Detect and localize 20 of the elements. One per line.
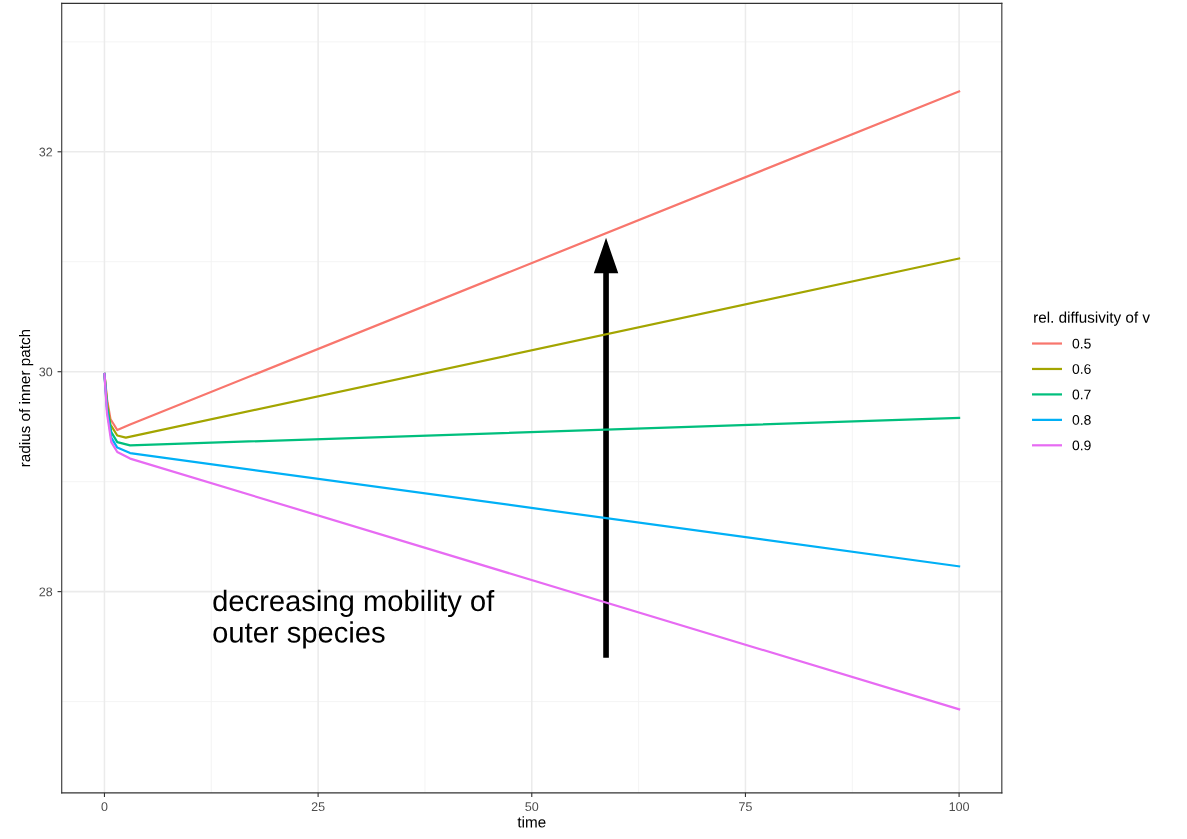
legend-label: 0.5: [1072, 338, 1091, 349]
y-axis-title: radius of inner patch: [19, 329, 34, 467]
legend-label: 0.8: [1072, 415, 1091, 425]
line-series: [103, 90, 961, 432]
y-tick-label: 28: [39, 587, 53, 597]
legend-label: 0.6: [1072, 364, 1091, 374]
y-tick-label: 30: [39, 367, 53, 377]
x-tick-label: 75: [739, 802, 752, 812]
legend-title: rel. diffusivity of v: [1034, 311, 1150, 326]
line-series: [103, 257, 961, 439]
legend-label: 0.7: [1072, 389, 1091, 400]
x-tick-label: 25: [311, 802, 325, 812]
x-tick-label: 0: [101, 802, 108, 812]
annotation: decreasing mobility of outer species: [213, 589, 495, 649]
line-series: [103, 372, 961, 711]
x-axis-title: time: [517, 816, 546, 828]
legend-label: 0.9: [1072, 440, 1091, 451]
x-tick-label: 50: [525, 802, 539, 812]
y-tick-label: 32: [39, 147, 53, 157]
x-tick-label: 100: [949, 802, 970, 812]
